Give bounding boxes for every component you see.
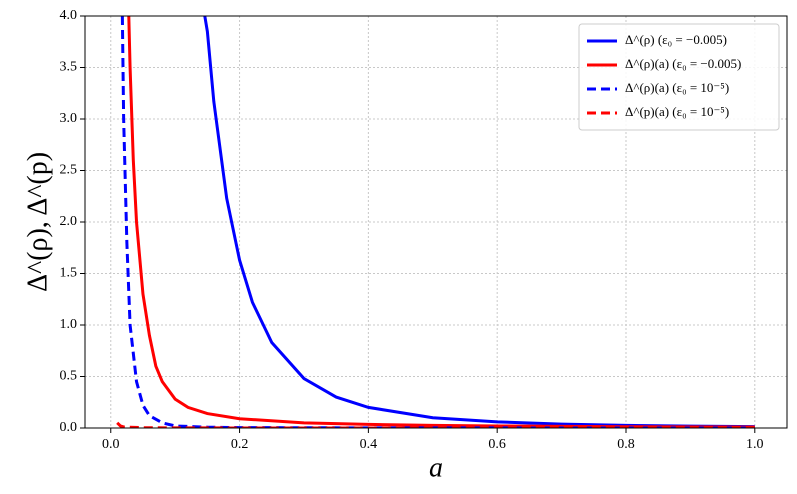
legend-label: Δ^(ρ) (ε₀ = −0.005) (625, 32, 727, 47)
legend-box (578, 23, 780, 131)
y-tick-label: 1.5 (60, 266, 78, 281)
x-tick-label: 0.8 (617, 437, 635, 452)
x-tick-label: 0.2 (231, 437, 249, 452)
line-series (127, 16, 755, 428)
y-tick-label: 1.0 (60, 317, 78, 332)
y-axis-label: Δ^(ρ), Δ^(p) (22, 152, 53, 292)
y-tick-label: 2.0 (60, 214, 78, 229)
legend-label: Δ^(ρ)(a) (ε₀ = −0.005) (625, 56, 741, 71)
y-tick-label: 0.5 (60, 369, 78, 384)
legend-label: Δ^(p)(a) (ε₀ = 10⁻⁵) (625, 104, 729, 119)
y-tick-label: 0.0 (60, 420, 78, 435)
legend-label: Δ^(ρ)(a) (ε₀ = 10⁻⁵) (625, 80, 729, 95)
x-tick-label: 0.0 (102, 437, 120, 452)
y-tick-label: 2.5 (60, 163, 78, 178)
y-tick-label: 4.0 (60, 8, 78, 23)
line-series (203, 16, 755, 428)
x-axis-label: a (429, 452, 443, 483)
plot-frame (84, 15, 788, 429)
x-tick-label: 0.6 (488, 437, 506, 452)
x-tick-label: 1.0 (746, 437, 764, 452)
line-series (116, 421, 755, 428)
x-tick-label: 0.4 (360, 437, 378, 452)
y-tick-label: 3.5 (60, 60, 78, 75)
y-tick-label: 3.0 (60, 111, 78, 126)
